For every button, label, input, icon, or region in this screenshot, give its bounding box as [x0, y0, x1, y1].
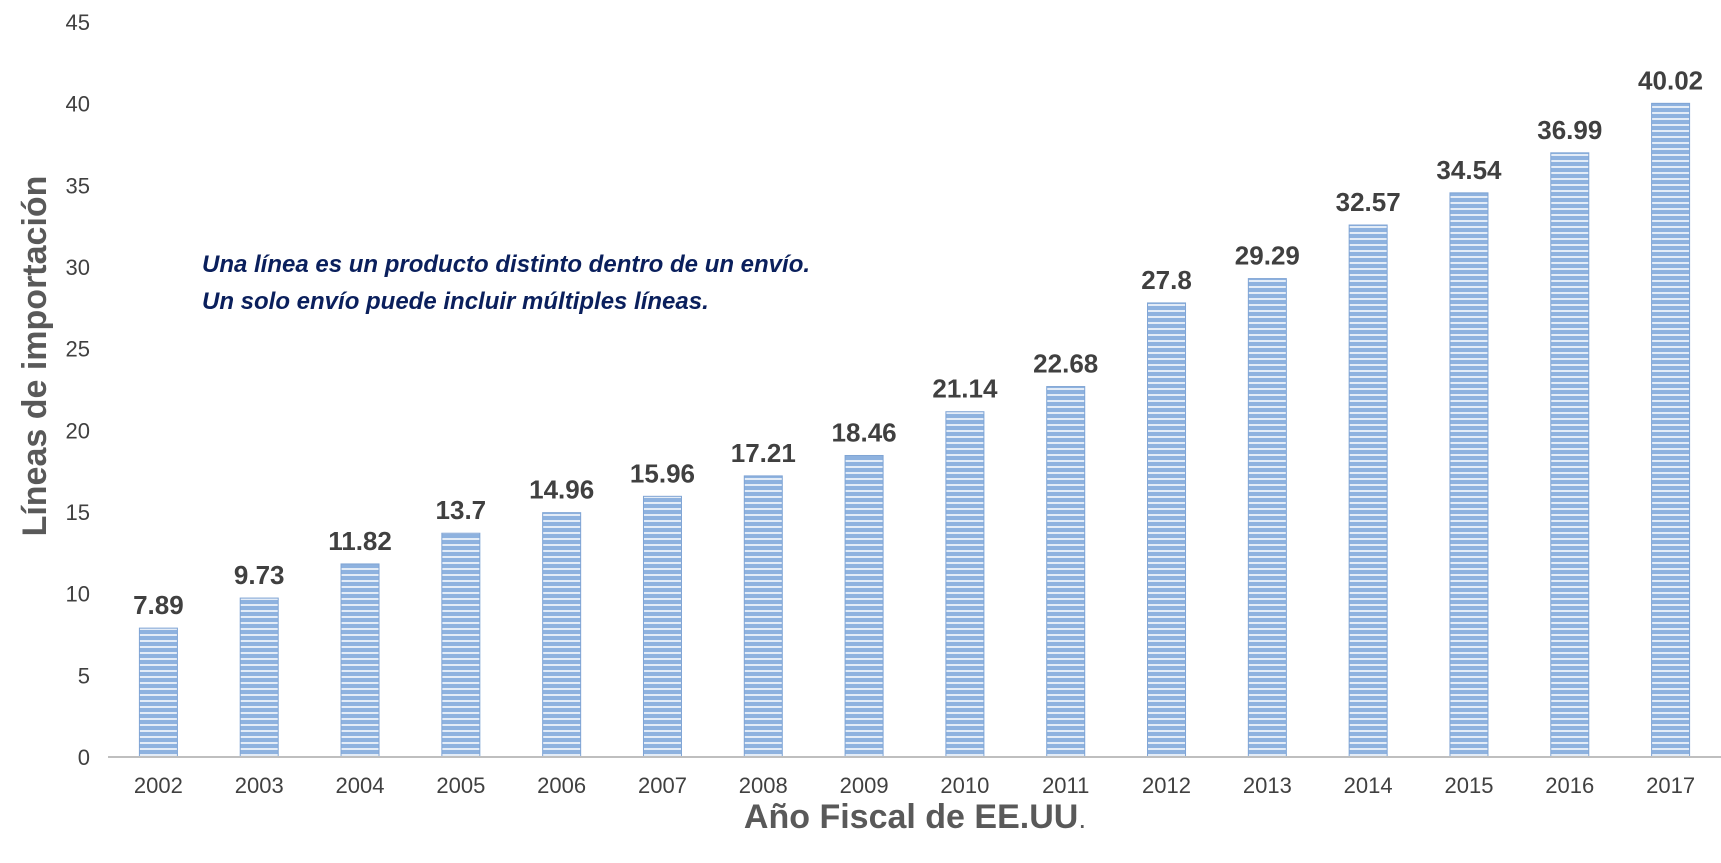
- bar-2006: [542, 512, 582, 758]
- y-tick-label: 10: [66, 582, 90, 607]
- data-label-2007: 15.96: [630, 458, 695, 488]
- bar-2011: [1046, 386, 1086, 758]
- bar-2008: [743, 475, 783, 758]
- x-tick-label: 2006: [537, 773, 586, 798]
- bar-2012: [1147, 302, 1187, 758]
- x-tick-label: 2017: [1646, 773, 1695, 798]
- x-axis-title: Año Fiscal de EE.UU.: [744, 798, 1086, 836]
- y-tick-label: 20: [66, 418, 90, 443]
- x-tick-label: 2010: [940, 773, 989, 798]
- x-tick-label: 2009: [840, 773, 889, 798]
- data-label-2016: 36.99: [1537, 115, 1602, 145]
- bar-2009: [844, 454, 884, 758]
- y-axis-ticks: 0 5 10 15 20 25 30 35 40 45: [66, 10, 90, 770]
- data-label-2003: 9.73: [234, 560, 285, 590]
- data-label-2008: 17.21: [731, 438, 796, 468]
- x-tick-label: 2004: [336, 773, 385, 798]
- data-label-2005: 13.7: [436, 495, 487, 525]
- y-tick-label: 45: [66, 10, 90, 35]
- bar-2013: [1247, 278, 1287, 758]
- bar-2003: [239, 597, 279, 758]
- y-tick-label: 5: [78, 663, 90, 688]
- x-axis-title-text: Año Fiscal de EE.UU: [744, 798, 1078, 836]
- bar-2016: [1550, 152, 1590, 758]
- data-label-2004: 11.82: [328, 526, 392, 556]
- data-label-2017: 40.02: [1638, 65, 1703, 95]
- x-tick-label: 2016: [1545, 773, 1594, 798]
- x-tick-label: 2005: [436, 773, 485, 798]
- data-label-2012: 27.8: [1141, 265, 1192, 295]
- x-axis-title-suffix: .: [1078, 803, 1086, 834]
- y-tick-label: 15: [66, 500, 90, 525]
- bar-2010: [945, 411, 985, 758]
- x-tick-label: 2012: [1142, 773, 1191, 798]
- bar-2017: [1651, 102, 1691, 758]
- y-tick-label: 35: [66, 173, 90, 198]
- bar-2002: [138, 627, 178, 758]
- x-tick-label: 2008: [739, 773, 788, 798]
- bar-2014: [1348, 224, 1388, 758]
- data-label-2006: 14.96: [529, 475, 594, 505]
- annotation-line-2: Un solo envío puede incluir múltiples lí…: [202, 288, 709, 315]
- data-labels-group: 7.89 9.73 11.82 13.7 14.96 15.96 17.21 18.46 21.…: [133, 65, 1703, 620]
- bar-2015: [1449, 192, 1489, 758]
- bar-2004: [340, 563, 380, 758]
- data-label-2015: 34.54: [1436, 155, 1502, 185]
- y-tick-label: 40: [66, 92, 90, 117]
- x-axis-ticks: 2002 2003 2004 2005 2006 2007 2008 2009 2010 2011…: [134, 773, 1695, 798]
- y-axis-title: Líneas de importación: [16, 176, 54, 537]
- annotation-line-1: Una línea es un producto distinto dentro…: [202, 251, 810, 278]
- data-label-2013: 29.29: [1235, 241, 1300, 271]
- bars-group: [138, 102, 1691, 758]
- x-tick-label: 2003: [235, 773, 284, 798]
- data-label-2011: 22.68: [1033, 349, 1098, 379]
- data-label-2010: 21.14: [932, 374, 998, 404]
- x-tick-label: 2014: [1344, 773, 1393, 798]
- data-label-2014: 32.57: [1336, 187, 1401, 217]
- data-label-2002: 7.89: [133, 590, 184, 620]
- x-tick-label: 2015: [1444, 773, 1493, 798]
- x-tick-label: 2002: [134, 773, 183, 798]
- data-label-2009: 18.46: [832, 417, 897, 447]
- x-tick-label: 2007: [638, 773, 687, 798]
- bar-2007: [642, 495, 682, 758]
- bar-2005: [441, 532, 481, 758]
- y-tick-label: 0: [78, 745, 90, 770]
- y-tick-label: 30: [66, 255, 90, 280]
- y-tick-label: 25: [66, 337, 90, 362]
- x-tick-label: 2013: [1243, 773, 1292, 798]
- x-tick-label: 2011: [1042, 773, 1089, 798]
